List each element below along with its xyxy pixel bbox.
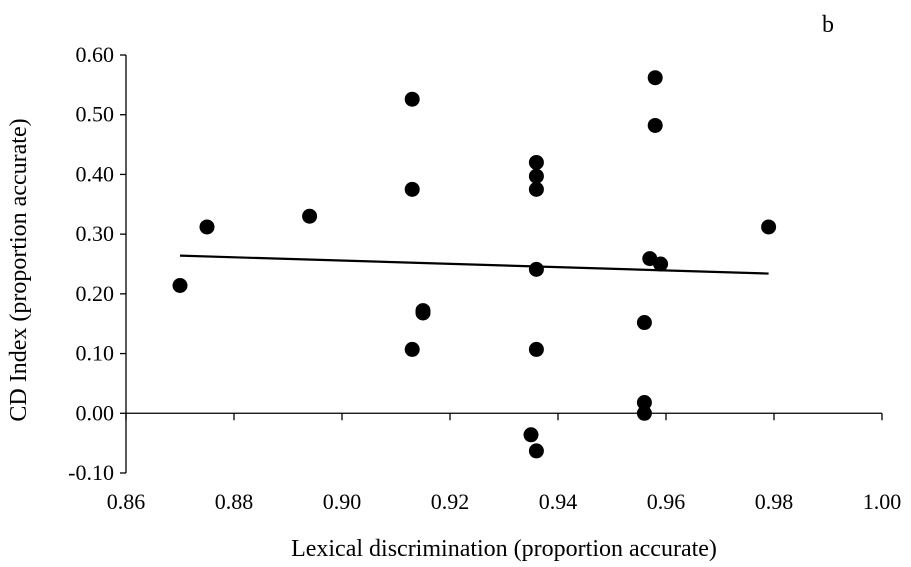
y-tick-label: 0.00 bbox=[76, 400, 115, 425]
x-tick-label: 0.90 bbox=[323, 489, 362, 514]
x-tick-label: 0.88 bbox=[215, 489, 254, 514]
x-tick-label: 1.00 bbox=[863, 489, 902, 514]
y-axis-title: CD Index (proportion accurate) bbox=[6, 118, 32, 421]
data-point bbox=[647, 70, 663, 86]
data-point bbox=[636, 395, 652, 411]
data-point bbox=[528, 443, 544, 459]
data-point bbox=[647, 117, 663, 133]
data-point bbox=[653, 256, 669, 272]
data-point bbox=[199, 219, 215, 235]
x-tick-label: 0.94 bbox=[539, 489, 578, 514]
trendline bbox=[179, 254, 769, 275]
data-point bbox=[528, 154, 544, 170]
x-tick-label: 0.86 bbox=[107, 489, 146, 514]
y-tick-label: 0.20 bbox=[76, 281, 115, 306]
axes: -0.10 0.00 0.10 0.20 0.30 0.40 0.50 0.60 0.86 0.8… bbox=[68, 42, 901, 514]
y-tick-label: 0.50 bbox=[76, 102, 115, 127]
data-point bbox=[172, 277, 188, 293]
data-point bbox=[636, 405, 652, 421]
data-point bbox=[404, 91, 420, 107]
y-tick-label: 0.60 bbox=[76, 42, 115, 67]
data-point bbox=[302, 208, 318, 224]
data-point bbox=[636, 315, 652, 331]
data-point bbox=[523, 427, 539, 443]
data-point bbox=[528, 168, 544, 184]
x-tick-label: 0.98 bbox=[755, 489, 794, 514]
x-tick-label: 0.92 bbox=[431, 489, 470, 514]
data-point bbox=[415, 305, 431, 321]
data-point bbox=[761, 219, 777, 235]
y-tick-label: 0.30 bbox=[76, 221, 115, 246]
data-point bbox=[528, 341, 544, 357]
x-tick-label: 0.96 bbox=[647, 489, 686, 514]
data-point bbox=[404, 181, 420, 197]
data-points bbox=[172, 70, 777, 459]
data-point bbox=[528, 181, 544, 197]
y-tick-label: 0.10 bbox=[76, 341, 115, 366]
panel-label: b bbox=[822, 12, 834, 38]
trendline-group bbox=[179, 254, 769, 275]
data-point bbox=[528, 261, 544, 277]
data-point bbox=[404, 341, 420, 357]
y-tick-label: -0.10 bbox=[68, 460, 114, 485]
y-tick-label: 0.40 bbox=[76, 161, 115, 186]
x-axis-title: Lexical discrimination (proportion accur… bbox=[291, 536, 717, 562]
